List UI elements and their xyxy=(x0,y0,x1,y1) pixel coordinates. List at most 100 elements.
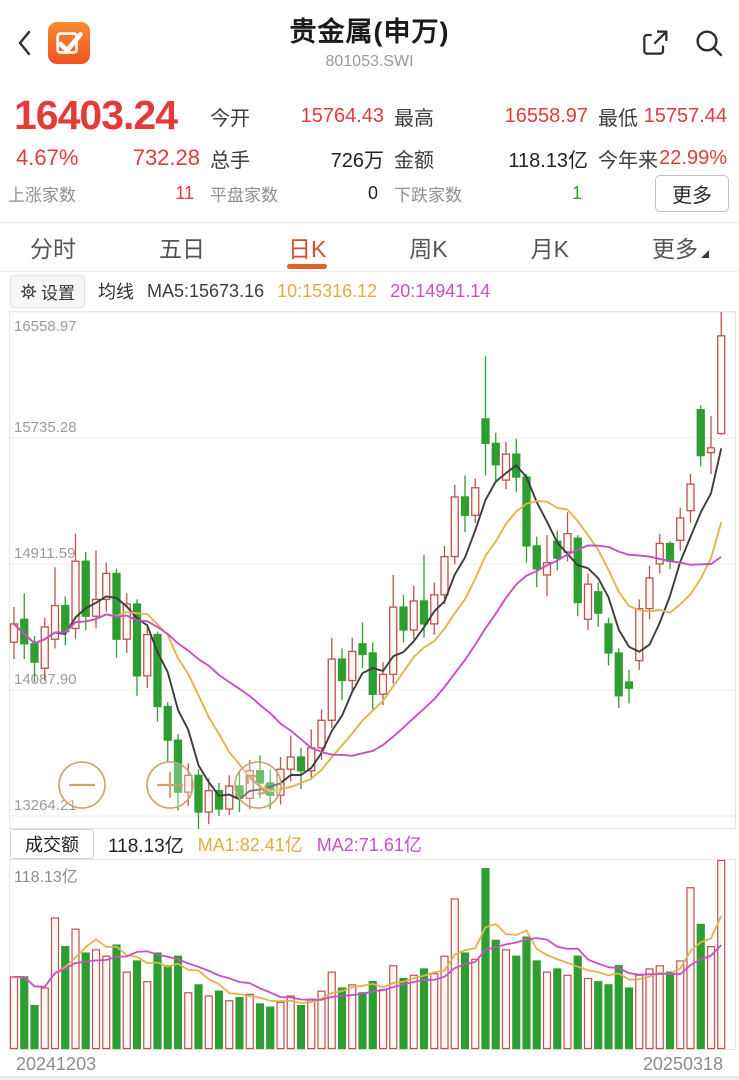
candle xyxy=(573,535,582,617)
candle xyxy=(81,552,90,631)
volume-bar xyxy=(112,944,121,1050)
volume-bar xyxy=(194,984,203,1050)
candle xyxy=(214,782,224,816)
tab-monthly-k[interactable]: 月K xyxy=(530,236,569,262)
volume-bar xyxy=(143,981,152,1050)
volume-chart[interactable]: 118.13亿 xyxy=(0,858,739,1052)
candle xyxy=(686,473,695,523)
expand-chart-button[interactable] xyxy=(234,761,282,809)
volume-bar xyxy=(635,974,644,1050)
tab-weekly-k[interactable]: 周K xyxy=(409,236,448,262)
candle xyxy=(645,565,654,620)
volume-ma2-value: MA2:71.61亿 xyxy=(316,835,422,855)
candle xyxy=(450,484,459,565)
volume-bar xyxy=(276,1001,285,1050)
field-label: 金额 xyxy=(394,149,434,172)
ma20-value: 20:14941.14 xyxy=(390,280,491,301)
volume-bar xyxy=(30,1004,39,1050)
x-axis-start-date: 20241203 xyxy=(16,1053,97,1074)
candle xyxy=(460,475,470,533)
volume-bar xyxy=(286,995,295,1050)
volume-bar xyxy=(368,981,377,1050)
volume-bar xyxy=(563,974,572,1050)
volume-title-chip[interactable]: 成交额 xyxy=(10,829,94,859)
volume-bar xyxy=(81,952,90,1050)
volume-bar xyxy=(696,923,705,1050)
volume-bar xyxy=(61,946,70,1050)
candle xyxy=(204,778,213,825)
candle xyxy=(337,648,347,701)
tab-daily-k[interactable]: 日K xyxy=(287,223,328,271)
quote-field-最低: 最低 15757.44 xyxy=(598,91,731,141)
quote-field-总手: 总手 726万 xyxy=(210,141,388,175)
field-value: 15764.43 xyxy=(300,104,384,127)
candle xyxy=(696,405,705,467)
volume-bar xyxy=(522,936,531,1050)
candle xyxy=(173,734,183,811)
field-value: 726万 xyxy=(330,149,384,172)
candle xyxy=(40,617,49,681)
volume-bar xyxy=(50,917,60,1050)
tab-more[interactable]: 更多 xyxy=(652,223,709,271)
volume-bar xyxy=(583,977,593,1050)
volume-legend-row: 成交额 118.13亿 MA1:82.41亿 MA2:71.61亿 xyxy=(0,829,739,859)
candle xyxy=(624,669,634,704)
candle xyxy=(163,701,172,762)
tab-minute[interactable]: 分时 xyxy=(30,236,76,262)
volume-bar xyxy=(91,949,101,1050)
volume-bars xyxy=(9,859,726,1050)
candle xyxy=(389,574,398,684)
volume-bar xyxy=(471,958,480,1050)
zoom-in-button[interactable] xyxy=(146,761,194,809)
candle xyxy=(286,735,295,782)
field-value: 22.99% xyxy=(659,146,727,169)
volume-bar xyxy=(481,868,490,1050)
field-value: 15757.44 xyxy=(643,104,727,127)
volume-bar xyxy=(40,987,49,1050)
change-percent: 4.67% xyxy=(16,145,79,170)
stat-value: 0 xyxy=(367,182,378,203)
volume-bar xyxy=(676,960,685,1050)
candle xyxy=(132,599,142,696)
bottom-strip xyxy=(0,1076,739,1080)
zoom-out-button[interactable] xyxy=(58,761,106,809)
volume-bar xyxy=(501,949,511,1050)
tab-five-day[interactable]: 五日 xyxy=(158,236,205,262)
volume-bar xyxy=(102,955,111,1050)
settings-button[interactable]: 设置 xyxy=(10,274,85,308)
stat-label: 平盘家数 xyxy=(210,185,278,205)
volume-canvas[interactable] xyxy=(0,858,739,1052)
volume-bar xyxy=(532,960,541,1050)
volume-bar xyxy=(132,960,142,1050)
share-icon[interactable] xyxy=(639,27,671,59)
volume-bar xyxy=(9,976,19,1050)
ma5-value: MA5:15673.16 xyxy=(147,280,265,301)
stat-平盘家数: 平盘家数 0 xyxy=(210,175,388,211)
field-label: 最低 xyxy=(598,107,638,130)
candle xyxy=(61,596,70,646)
back-button[interactable] xyxy=(14,26,40,60)
search-icon[interactable] xyxy=(693,27,725,59)
field-label: 最高 xyxy=(394,107,434,130)
x-axis-end-date: 20250318 xyxy=(642,1053,723,1074)
candle xyxy=(532,536,541,588)
volume-bar xyxy=(512,955,521,1050)
more-button[interactable]: 更多 xyxy=(655,174,729,212)
volume-bar xyxy=(573,955,582,1050)
volume-ma1-line xyxy=(14,915,723,1004)
candle xyxy=(153,631,162,722)
last-price: 16403.24 xyxy=(14,92,178,138)
volume-bar xyxy=(460,952,470,1050)
volume-bar xyxy=(553,968,562,1050)
candle xyxy=(358,622,367,669)
candle xyxy=(471,478,480,523)
candle xyxy=(327,637,336,728)
volume-bar xyxy=(71,928,80,1050)
volume-bar xyxy=(296,1004,306,1050)
volume-bar xyxy=(225,1000,234,1050)
field-label: 今开 xyxy=(210,107,250,130)
volume-bar xyxy=(317,990,326,1050)
app-check-icon xyxy=(48,21,90,64)
